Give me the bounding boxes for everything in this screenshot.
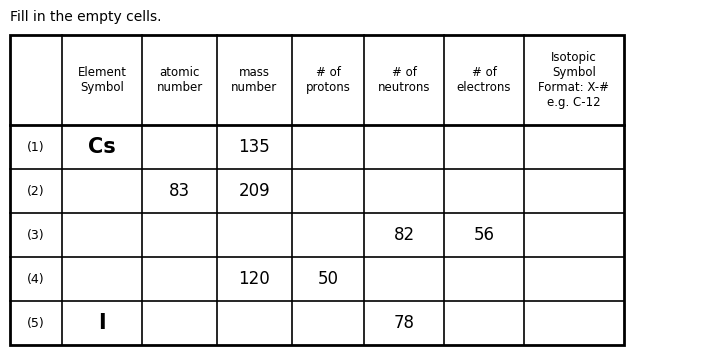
Text: 83: 83 — [169, 182, 190, 200]
Text: 56: 56 — [474, 226, 495, 244]
Text: Cs: Cs — [88, 137, 116, 157]
Text: 120: 120 — [238, 270, 271, 288]
Text: # of
neutrons: # of neutrons — [378, 66, 431, 94]
Text: # of
electrons: # of electrons — [456, 66, 511, 94]
Text: 50: 50 — [318, 270, 338, 288]
Text: Element
Symbol: Element Symbol — [78, 66, 127, 94]
Text: mass
number: mass number — [231, 66, 278, 94]
Text: I: I — [98, 313, 106, 333]
Text: Fill in the empty cells.: Fill in the empty cells. — [10, 10, 161, 24]
Text: (1): (1) — [27, 140, 45, 153]
Text: (5): (5) — [27, 317, 45, 330]
Text: (4): (4) — [27, 273, 45, 286]
Text: Isotopic
Symbol
Format: X-#
e.g. C-12: Isotopic Symbol Format: X-# e.g. C-12 — [539, 51, 610, 109]
Bar — [10, 35, 624, 345]
Text: atomic
number: atomic number — [156, 66, 202, 94]
Text: (2): (2) — [27, 184, 45, 197]
Text: 78: 78 — [394, 314, 415, 332]
Text: 82: 82 — [393, 226, 415, 244]
Text: (3): (3) — [27, 229, 45, 242]
Text: 209: 209 — [239, 182, 270, 200]
Text: 135: 135 — [238, 138, 271, 156]
Text: # of
protons: # of protons — [305, 66, 351, 94]
